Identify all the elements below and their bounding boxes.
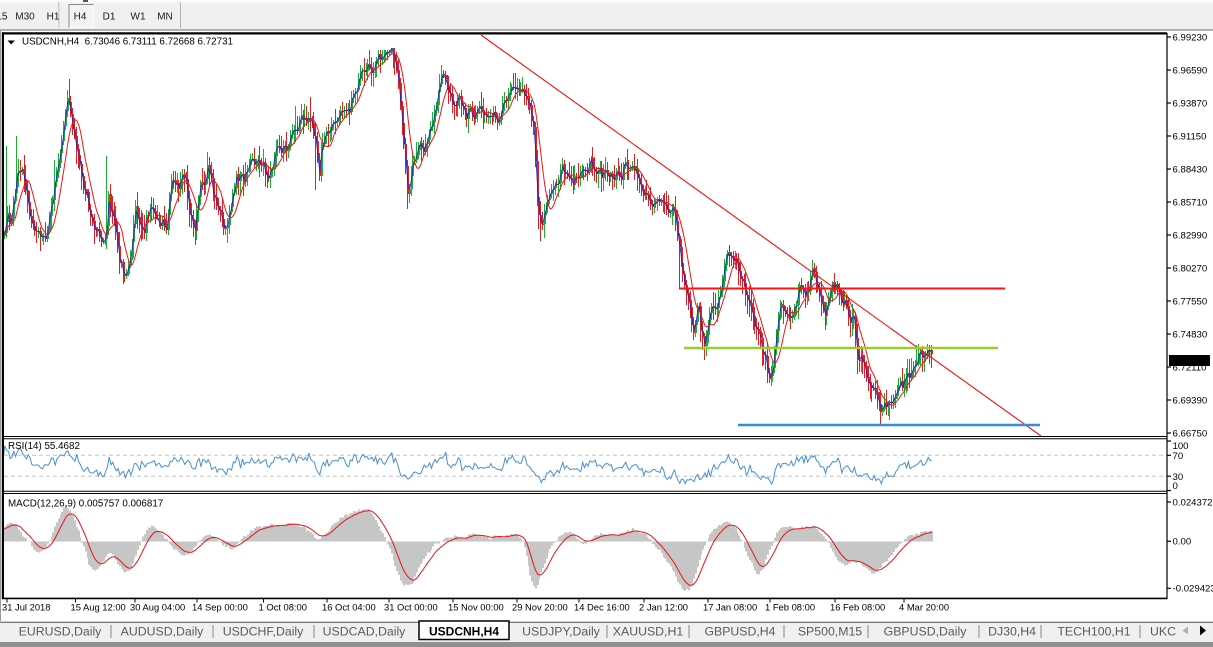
- svg-text:0.024372: 0.024372: [1173, 497, 1213, 508]
- svg-text:16 Feb 08:00: 16 Feb 08:00: [830, 602, 885, 613]
- svg-text:6.80270: 6.80270: [1173, 263, 1208, 274]
- svg-text:6.93870: 6.93870: [1173, 98, 1208, 109]
- svg-text:6.82990: 6.82990: [1173, 230, 1208, 241]
- svg-text:30 Aug 04:00: 30 Aug 04:00: [130, 602, 185, 613]
- svg-text:GBPUSD,Daily: GBPUSD,Daily: [884, 625, 968, 639]
- svg-text:H4: H4: [74, 12, 87, 23]
- svg-text:14 Dec 16:00: 14 Dec 16:00: [574, 602, 630, 613]
- svg-text:USDCNH,H4 6.73046 6.73111 6.7: USDCNH,H4 6.73046 6.73111 6.72668 6.7273…: [22, 36, 233, 47]
- svg-text:4 Mar 20:00: 4 Mar 20:00: [899, 602, 949, 613]
- svg-text:6.88430: 6.88430: [1173, 164, 1208, 175]
- svg-text:6.91150: 6.91150: [1173, 131, 1207, 142]
- svg-text:USDCAD,Daily: USDCAD,Daily: [323, 625, 407, 639]
- svg-text:6.74830: 6.74830: [1173, 329, 1208, 340]
- svg-text:17 Jan 08:00: 17 Jan 08:00: [703, 602, 757, 613]
- svg-text:SP500,M15: SP500,M15: [798, 625, 862, 639]
- svg-text:15 Aug 12:00: 15 Aug 12:00: [71, 602, 126, 613]
- svg-text:70: 70: [1173, 451, 1184, 462]
- svg-text:M30: M30: [15, 12, 35, 23]
- svg-text:USDJPY,Daily: USDJPY,Daily: [522, 625, 601, 639]
- svg-text:AUDUSD,Daily: AUDUSD,Daily: [121, 625, 205, 639]
- svg-text:0: 0: [1173, 481, 1178, 492]
- svg-text:RSI(14) 55.4682: RSI(14) 55.4682: [8, 441, 80, 452]
- svg-text:6.66750: 6.66750: [1173, 428, 1208, 439]
- svg-text:XAUUSD,H1: XAUUSD,H1: [613, 625, 684, 639]
- svg-text:6.77550: 6.77550: [1173, 296, 1208, 307]
- svg-text:15 Nov 00:00: 15 Nov 00:00: [448, 602, 504, 613]
- svg-text:6.72110: 6.72110: [1173, 362, 1207, 373]
- svg-text:6.72731: 6.72731: [1173, 356, 1208, 367]
- svg-text:MN: MN: [157, 12, 173, 23]
- svg-text:EURUSD,Daily: EURUSD,Daily: [19, 625, 103, 639]
- svg-text:6.96590: 6.96590: [1173, 65, 1208, 76]
- svg-text:USDCHF,Daily: USDCHF,Daily: [223, 625, 304, 639]
- svg-text:DJ30,H4: DJ30,H4: [988, 625, 1036, 639]
- svg-text:0.00: 0.00: [1173, 537, 1192, 548]
- svg-text:D1: D1: [103, 12, 116, 23]
- svg-text:W1: W1: [131, 12, 146, 23]
- svg-text:TECH100,H1: TECH100,H1: [1057, 625, 1130, 639]
- svg-text:GBPUSD,H4: GBPUSD,H4: [704, 625, 775, 639]
- svg-text:30: 30: [1173, 472, 1184, 483]
- svg-text:UKC: UKC: [1150, 625, 1176, 639]
- svg-text:6.69390: 6.69390: [1173, 395, 1208, 406]
- svg-text:6.99230: 6.99230: [1173, 32, 1208, 43]
- svg-text:16 Oct 04:00: 16 Oct 04:00: [322, 602, 376, 613]
- svg-text:14 Sep 00:00: 14 Sep 00:00: [192, 602, 248, 613]
- svg-text:2 Jan 12:00: 2 Jan 12:00: [639, 602, 688, 613]
- svg-text:M15: M15: [0, 12, 8, 23]
- svg-text:USDCNH,H4: USDCNH,H4: [429, 625, 499, 639]
- svg-text:29 Nov 20:00: 29 Nov 20:00: [512, 602, 568, 613]
- svg-text:31 Oct 00:00: 31 Oct 00:00: [384, 602, 438, 613]
- svg-text:6.85710: 6.85710: [1173, 197, 1208, 208]
- svg-text:31 Jul 2018: 31 Jul 2018: [2, 602, 50, 613]
- svg-text:MACD(12,26,9) 0.005757 0.00681: MACD(12,26,9) 0.005757 0.006817: [8, 499, 163, 510]
- svg-text:1 Feb 08:00: 1 Feb 08:00: [765, 602, 815, 613]
- svg-text:-0.029423: -0.029423: [1173, 584, 1213, 595]
- svg-text:H1: H1: [47, 12, 60, 23]
- svg-text:1 Oct 08:00: 1 Oct 08:00: [259, 602, 307, 613]
- svg-text:100: 100: [1173, 441, 1189, 452]
